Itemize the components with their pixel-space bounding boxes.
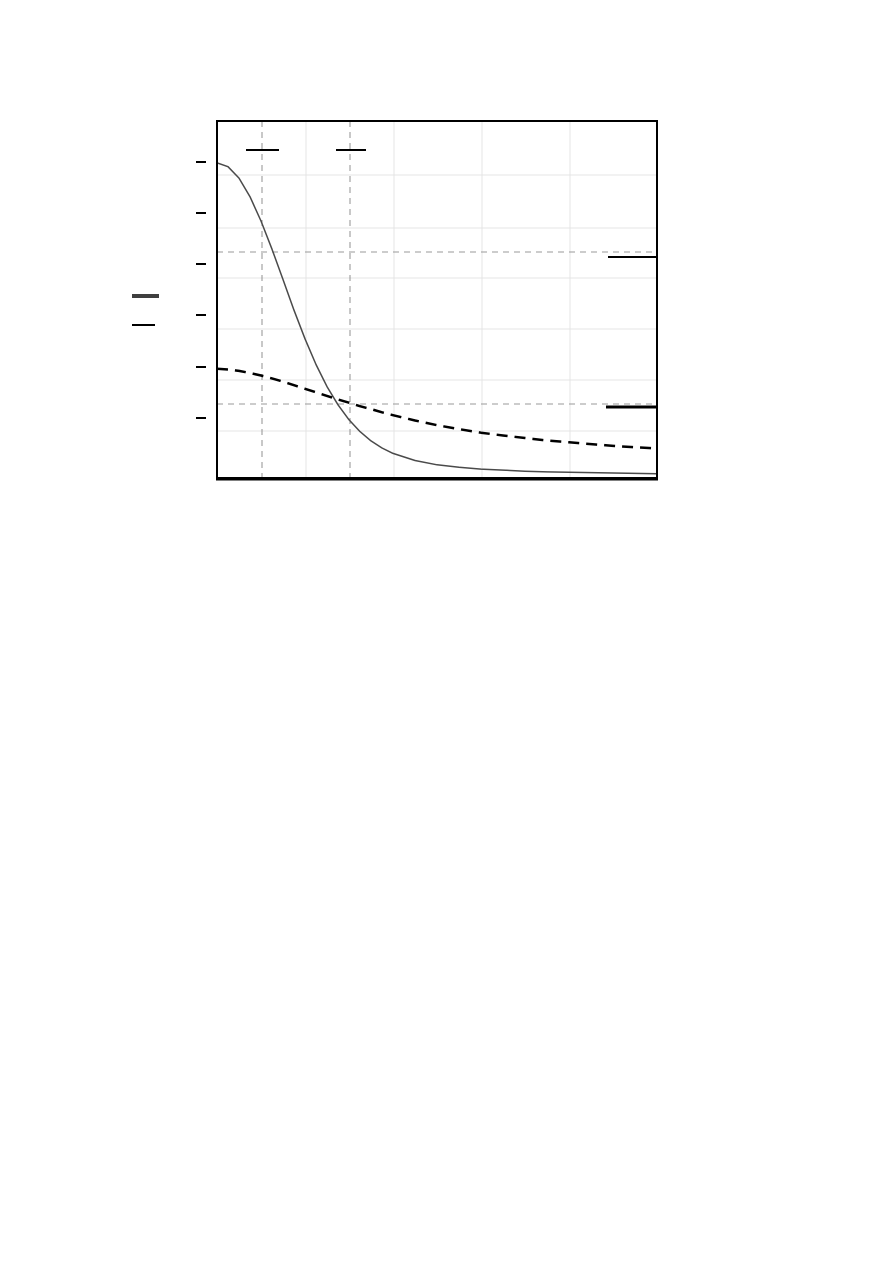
horizontal-gridlines <box>217 174 657 432</box>
right-annotation-markers <box>606 256 656 409</box>
reference-lines <box>217 121 657 478</box>
y-axis-tick-marks <box>196 161 206 419</box>
legend-swatch-icon-1 <box>132 324 155 326</box>
legend-entry-1[interactable] <box>126 319 186 333</box>
series-line-curve-shallow <box>217 367 657 450</box>
legend-swatch-icon-0 <box>132 294 159 298</box>
chart-legend <box>126 286 186 336</box>
axes-frame <box>216 120 658 481</box>
series-line-curve-steep <box>217 162 657 475</box>
legend-entry-0[interactable] <box>126 289 186 303</box>
vertical-gridlines <box>305 121 571 478</box>
